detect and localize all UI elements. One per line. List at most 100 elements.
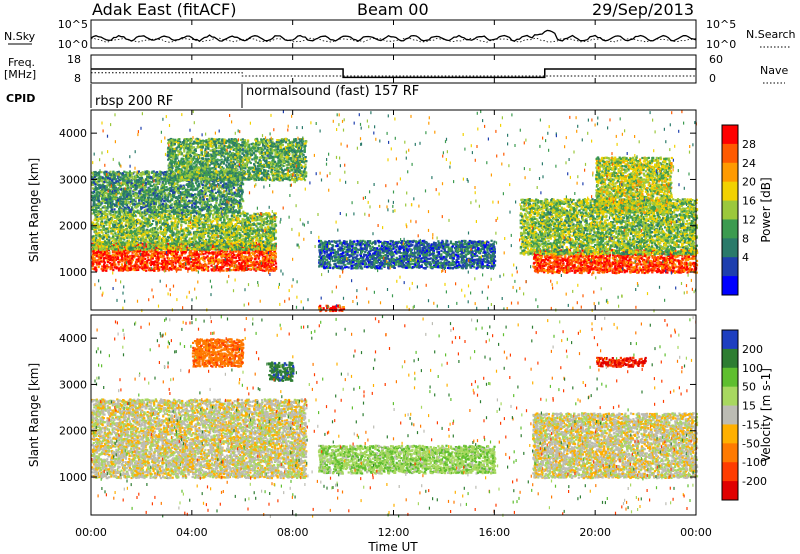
heatmap-cell [116, 214, 119, 217]
heatmap-cell [193, 262, 196, 266]
heatmap-cell [113, 220, 116, 224]
heatmap-cell [271, 261, 274, 265]
heatmap-cell [201, 269, 204, 272]
heatmap-cell [119, 266, 122, 269]
heatmap-cell [142, 258, 145, 261]
heatmap-cell [230, 261, 233, 264]
heatmap-cell [257, 245, 260, 248]
heatmap-cell [234, 250, 237, 253]
beam-title: Beam 00 [357, 0, 429, 19]
heatmap-cell [190, 264, 193, 267]
heatmap-cell [163, 265, 166, 268]
heatmap-cell [224, 236, 227, 239]
heatmap-cell [220, 267, 223, 270]
heatmap-cell [231, 250, 234, 253]
heatmap-cell [132, 218, 136, 221]
heatmap-cell [217, 253, 220, 256]
heatmap-cell [259, 235, 262, 238]
heatmap-cell [176, 256, 179, 259]
heatmap-cell [190, 233, 193, 236]
heatmap-cell [160, 262, 163, 265]
heatmap-cell [136, 243, 140, 246]
heatmap-cell [211, 258, 214, 261]
heatmap-cell [216, 266, 219, 269]
heatmap-cell [149, 264, 153, 267]
heatmap-cell [114, 232, 117, 235]
heatmap-cell [204, 245, 207, 248]
heatmap-cell [178, 257, 181, 260]
heatmap-cell [194, 258, 197, 261]
power-heatmap [91, 110, 699, 313]
heatmap-cell [217, 214, 220, 217]
heatmap-cell [273, 256, 276, 259]
heatmap-cell [246, 231, 249, 234]
heatmap-cell [254, 219, 257, 222]
heatmap-cell [146, 265, 149, 268]
heatmap-cell [221, 223, 224, 226]
heatmap-cell [119, 219, 122, 222]
heatmap-cell [93, 253, 96, 256]
heatmap-cell [175, 235, 179, 238]
heatmap-cell [174, 257, 177, 260]
heatmap-cell [121, 236, 124, 239]
heatmap-cell [218, 225, 221, 228]
heatmap-cell [239, 241, 242, 244]
heatmap-cell [239, 265, 242, 268]
date-title: 29/Sep/2013 [592, 0, 694, 19]
heatmap-cell [119, 241, 122, 244]
heatmap-cell [251, 264, 254, 267]
heatmap-cell [104, 215, 108, 218]
heatmap-cell [212, 233, 215, 237]
heatmap-cell [142, 232, 145, 235]
heatmap-cell [178, 261, 181, 264]
heatmap-cell [202, 241, 205, 244]
heatmap-cell [185, 227, 188, 230]
heatmap-cell [140, 220, 143, 223]
heatmap-cell [180, 220, 183, 223]
heatmap-cell [199, 257, 202, 260]
heatmap-cell [178, 241, 181, 244]
heatmap-cell [159, 230, 162, 233]
heatmap-cell [145, 269, 148, 272]
heatmap-cell [244, 250, 248, 253]
heatmap-cell [238, 258, 241, 262]
heatmap-cell [111, 255, 114, 258]
freq-line [91, 68, 696, 79]
heatmap-cell [222, 230, 225, 233]
heatmap-cell [217, 250, 220, 253]
heatmap-cell [191, 268, 194, 271]
heatmap-cell [218, 250, 221, 254]
heatmap-cell [224, 222, 227, 225]
heatmap-cell [92, 259, 95, 262]
heatmap-cell [227, 259, 230, 262]
heatmap-cell [230, 223, 234, 226]
heatmap-cell [99, 235, 102, 238]
heatmap-cell [244, 255, 247, 258]
heatmap-cell [103, 248, 106, 251]
heatmap-cell [97, 265, 100, 269]
heatmap-cell [135, 258, 138, 261]
heatmap-cell [111, 259, 115, 262]
heatmap-cell [268, 255, 271, 258]
heatmap-cell [162, 267, 165, 270]
heatmap-cell [235, 245, 238, 249]
heatmap-cell [232, 227, 235, 230]
heatmap-cell [267, 263, 270, 266]
heatmap-cell [121, 252, 124, 255]
heatmap-cell [185, 215, 188, 219]
heatmap-cell [98, 261, 101, 264]
heatmap-cell [154, 260, 157, 263]
heatmap-cell [114, 250, 118, 253]
heatmap-cell [187, 259, 190, 262]
heatmap-cell [142, 254, 145, 257]
heatmap-cell [237, 253, 240, 256]
heatmap-cell [192, 267, 195, 270]
heatmap-cell [269, 251, 272, 254]
heatmap-cell [107, 258, 110, 261]
heatmap-cell [274, 258, 277, 261]
heatmap-cell [120, 244, 123, 247]
heatmap-cell [224, 241, 227, 244]
heatmap-cell [91, 243, 94, 246]
heatmap-cell [221, 254, 224, 257]
heatmap-cell [174, 256, 177, 259]
